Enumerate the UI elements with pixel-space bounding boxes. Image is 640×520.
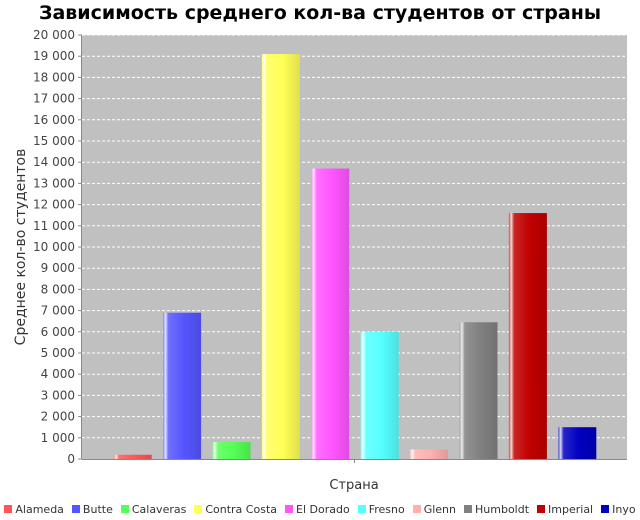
legend-swatch [464, 505, 472, 513]
legend-swatch [71, 505, 80, 513]
x-axis-label: Страна [329, 478, 378, 493]
y-tick-label: 12 000 [33, 198, 75, 212]
bar-butte [163, 312, 202, 459]
legend-item: Fresno [357, 502, 405, 516]
bar-contra-costa [261, 54, 300, 459]
legend-label: Calaveras [131, 502, 187, 516]
y-tick-label: 16 000 [33, 113, 75, 127]
chart-title: Зависимость среднего кол-ва студентов от… [38, 2, 602, 24]
bar-glenn [410, 449, 449, 459]
y-tick-label: 17 000 [33, 92, 75, 106]
legend-item: Calaveras [120, 502, 187, 516]
bar-calaveras [212, 442, 251, 459]
legend-item: Humboldt [464, 503, 529, 516]
y-tick-label: 4 000 [41, 367, 75, 381]
legend-label: Humboldt [475, 502, 530, 516]
y-axis-label: Среднее кол-во студентов [13, 149, 29, 346]
y-tick-label: 14 000 [33, 155, 75, 169]
bar-humboldt [459, 322, 498, 459]
legend-item: Inyo [601, 502, 636, 516]
y-tick-label: 3 000 [41, 388, 75, 402]
legend-label: Imperial [548, 502, 594, 516]
y-tick-label: 1 000 [41, 431, 75, 445]
y-tick-label: 2 000 [41, 410, 75, 424]
y-tick-label: 19 000 [33, 49, 75, 63]
bar-alameda [113, 454, 152, 459]
y-tick-label: 20 000 [33, 28, 75, 42]
legend-label: Contra Costa [205, 502, 277, 516]
legend-label: Inyo [612, 502, 636, 516]
bar-inyo [558, 427, 597, 459]
y-tick-label: 8 000 [41, 282, 75, 296]
legend-swatch [357, 505, 366, 513]
bar-fresno [360, 331, 399, 459]
bar-el-dorado [311, 168, 350, 459]
legend-swatch [285, 505, 293, 513]
legend-label: Glenn [423, 502, 456, 516]
y-tick-label: 13 000 [33, 176, 75, 190]
y-tick-label: 15 000 [33, 134, 75, 148]
y-tick-label: 10 000 [33, 240, 75, 254]
legend-swatch [537, 505, 546, 513]
legend-item: El Dorado [285, 503, 350, 516]
legend-label: El Dorado [296, 502, 350, 516]
y-tick-label: 9 000 [41, 261, 75, 275]
legend-item: Alameda [4, 503, 64, 516]
legend-swatch [4, 505, 13, 513]
y-tick-label: 5 000 [41, 346, 75, 360]
y-tick-label: 0 [67, 452, 75, 466]
chart-legend: Alameda Butte Calaveras Contra Costa El Dora… [0, 500, 640, 518]
y-tick-label: 7 000 [41, 304, 75, 318]
legend-label: Fresno [368, 502, 405, 516]
legend-swatch [412, 505, 421, 513]
legend-swatch [601, 505, 610, 513]
legend-item: Glenn [412, 502, 456, 516]
y-tick-label: 6 000 [41, 325, 75, 339]
y-tick-label: 11 000 [33, 219, 75, 233]
legend-item: Contra Costa [194, 503, 277, 516]
legend-item: Imperial [537, 503, 593, 516]
legend-swatch [194, 505, 203, 513]
legend-label: Alameda [15, 502, 64, 516]
legend-item: Butte [71, 502, 113, 516]
legend-label: Butte [82, 502, 113, 516]
y-tick-label: 18 000 [33, 70, 75, 84]
bar-imperial [508, 213, 547, 459]
legend-swatch [120, 505, 129, 513]
